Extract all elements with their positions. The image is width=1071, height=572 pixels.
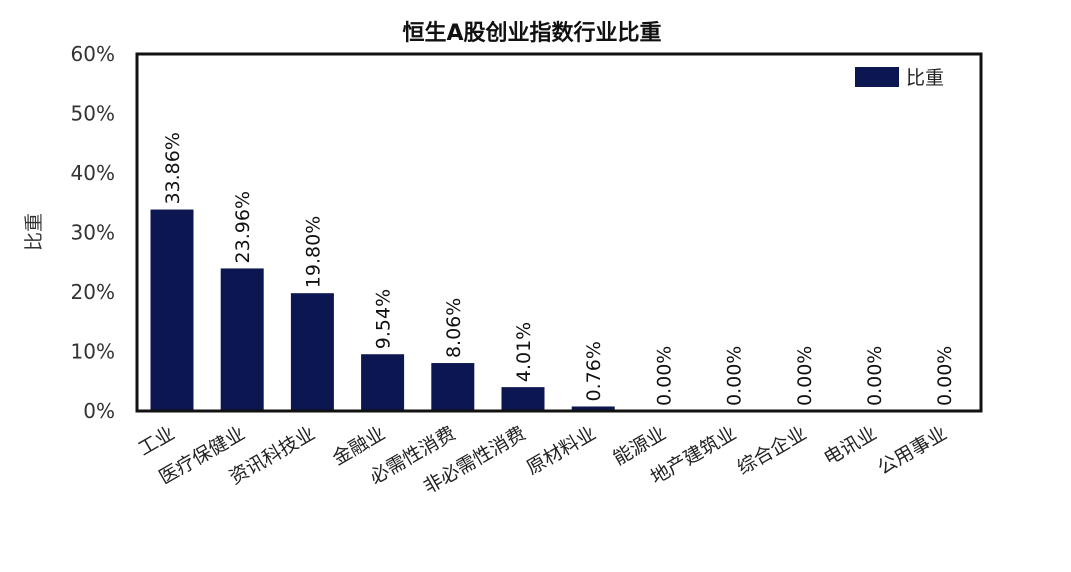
y-tick-label: 30% [71, 221, 115, 245]
data-label: 0.00% [724, 346, 746, 406]
bar [150, 209, 194, 411]
bar [571, 406, 615, 411]
x-category-label: 综合企业 [733, 422, 810, 479]
x-category-label: 原材料业 [523, 422, 600, 479]
y-tick-label: 60% [71, 42, 115, 66]
bar [501, 387, 545, 411]
y-tick-label: 40% [71, 161, 115, 185]
chart-title: 恒生A股创业指数行业比重 [402, 20, 661, 46]
x-category-label: 公用事业 [874, 422, 951, 479]
bar [290, 293, 334, 411]
data-labels: 33.86% 23.96% 19.80% 9.54% 8.06% 4.01% 0.76% 0.… [162, 132, 956, 406]
bar [220, 268, 264, 411]
y-tick-label: 0% [83, 399, 115, 423]
data-label: 0.76% [583, 341, 605, 401]
y-tick-label: 50% [71, 102, 115, 126]
data-label: 8.06% [443, 298, 465, 358]
data-label: 0.00% [864, 346, 886, 406]
data-label: 4.01% [513, 322, 535, 382]
legend-swatch [855, 67, 899, 87]
bar [361, 354, 405, 411]
legend-label: 比重 [906, 67, 944, 89]
plot-frame [135, 52, 983, 413]
data-label: 23.96% [232, 191, 254, 263]
y-tick-label: 20% [71, 280, 115, 304]
data-label: 0.00% [794, 346, 816, 406]
x-category-label: 工业 [135, 422, 179, 460]
bar [431, 363, 475, 411]
y-axis-label: 比重 [23, 213, 45, 251]
bars [150, 209, 615, 411]
data-label: 9.54% [373, 289, 395, 349]
x-category-label: 电讯业 [820, 422, 880, 470]
data-label: 0.00% [653, 346, 675, 406]
data-label: 33.86% [162, 132, 184, 204]
data-label: 19.80% [302, 216, 324, 288]
legend: 比重 [855, 67, 944, 89]
y-tick-label: 10% [71, 340, 115, 364]
y-axis-ticks: 0% 10% 20% 30% 40% 50% 60% [71, 42, 115, 423]
data-label: 0.00% [934, 346, 956, 406]
